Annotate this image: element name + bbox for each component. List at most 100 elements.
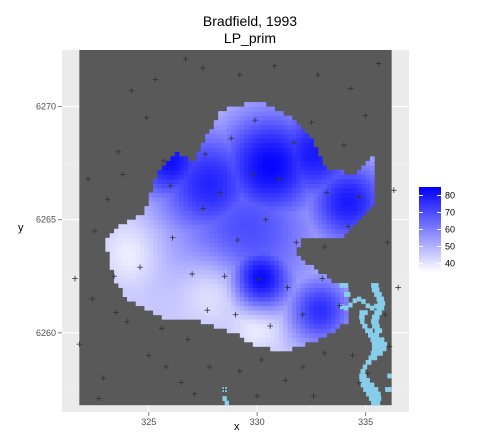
- raster-cell: [135, 246, 141, 252]
- raster-cell: [131, 269, 137, 275]
- water-cell: [224, 400, 229, 406]
- raster-cell: [239, 228, 245, 234]
- raster-cell: [283, 147, 288, 153]
- raster-cell: [283, 251, 288, 257]
- raster-cell: [248, 151, 254, 157]
- raster-cell: [140, 273, 145, 279]
- raster-cell: [257, 210, 262, 216]
- raster-cell: [261, 341, 267, 347]
- raster-cell: [261, 174, 267, 180]
- raster-cell: [322, 165, 327, 171]
- raster-cell: [183, 201, 189, 207]
- raster-cell: [369, 156, 375, 162]
- chart-title: Bradfield, 1993: [202, 13, 298, 29]
- raster-cell: [144, 242, 150, 248]
- raster-cell: [166, 219, 171, 225]
- raster-cell: [265, 215, 271, 221]
- raster-cell: [161, 174, 167, 180]
- raster-cell: [153, 219, 158, 225]
- raster-cell: [135, 228, 141, 234]
- raster-cell: [322, 210, 327, 216]
- raster-cell: [352, 188, 358, 193]
- raster-cell: [222, 255, 228, 261]
- raster-cell: [265, 296, 271, 302]
- raster-cell: [283, 283, 288, 288]
- raster-cell: [283, 233, 288, 239]
- raster-cell: [179, 210, 184, 216]
- raster-cell: [261, 292, 267, 298]
- raster-cell: [248, 165, 254, 171]
- raster-cell: [196, 314, 202, 320]
- raster-cell: [226, 138, 232, 144]
- raster-cell: [213, 233, 219, 239]
- raster-cell: [183, 283, 189, 288]
- raster-cell: [274, 174, 280, 180]
- raster-cell: [218, 278, 223, 284]
- raster-cell: [322, 287, 327, 293]
- raster-cell: [218, 111, 223, 117]
- raster-cell: [226, 169, 232, 175]
- raster-cell: [313, 314, 319, 320]
- raster-cell: [109, 264, 115, 270]
- raster-cell: [270, 115, 275, 121]
- raster-cell: [174, 287, 180, 293]
- raster-cell: [296, 151, 301, 157]
- raster-cell: [226, 106, 232, 112]
- raster-cell: [265, 233, 271, 239]
- raster-cell: [244, 142, 249, 148]
- raster-cell: [257, 197, 262, 202]
- raster-cell: [122, 269, 128, 275]
- raster-cell: [205, 264, 210, 270]
- point-marker: [191, 391, 198, 397]
- raster-cell: [257, 102, 262, 107]
- point-marker: [321, 244, 328, 250]
- water-cell: [377, 301, 386, 306]
- raster-cell: [330, 169, 336, 175]
- raster-cell: [209, 210, 215, 216]
- raster-cell: [205, 237, 210, 243]
- raster-cell: [252, 246, 258, 252]
- raster-cell: [218, 120, 223, 126]
- raster-cell: [148, 192, 154, 198]
- raster-cell: [231, 129, 236, 135]
- raster-cell: [317, 292, 323, 298]
- raster-cell: [283, 210, 288, 216]
- raster-cell: [322, 219, 327, 225]
- raster-cell: [313, 219, 319, 225]
- raster-cell: [183, 255, 189, 261]
- raster-cell: [322, 178, 327, 184]
- raster-cell: [248, 133, 254, 139]
- raster-cell: [248, 233, 254, 239]
- raster-cell: [330, 314, 336, 320]
- raster-cell: [326, 174, 332, 180]
- raster-cell: [283, 323, 288, 329]
- raster-cell: [274, 242, 280, 248]
- raster-cell: [287, 215, 293, 221]
- raster-cell: [283, 242, 288, 248]
- raster-cell: [326, 228, 332, 234]
- raster-cell: [196, 188, 202, 193]
- raster-cell: [335, 215, 340, 221]
- raster-cell: [235, 156, 241, 162]
- raster-cell: [270, 278, 275, 284]
- raster-cell: [218, 219, 223, 225]
- raster-cell: [218, 178, 223, 184]
- raster-cell: [196, 197, 202, 202]
- raster-cell: [235, 278, 241, 284]
- raster-cell: [304, 133, 310, 139]
- raster-cell: [170, 228, 176, 234]
- raster-cell: [278, 115, 284, 121]
- raster-cell: [218, 264, 223, 270]
- raster-cell: [252, 341, 258, 347]
- raster-cell: [213, 255, 219, 261]
- raster-cell: [369, 201, 375, 207]
- raster-cell: [114, 251, 119, 257]
- raster-cell: [205, 273, 210, 279]
- raster-cell: [179, 219, 184, 225]
- raster-cell: [322, 197, 327, 202]
- raster-cell: [192, 242, 197, 248]
- raster-cell: [265, 111, 271, 117]
- raster-cell: [261, 129, 267, 135]
- x-tick-label: 325: [141, 417, 156, 427]
- raster-cell: [270, 120, 275, 126]
